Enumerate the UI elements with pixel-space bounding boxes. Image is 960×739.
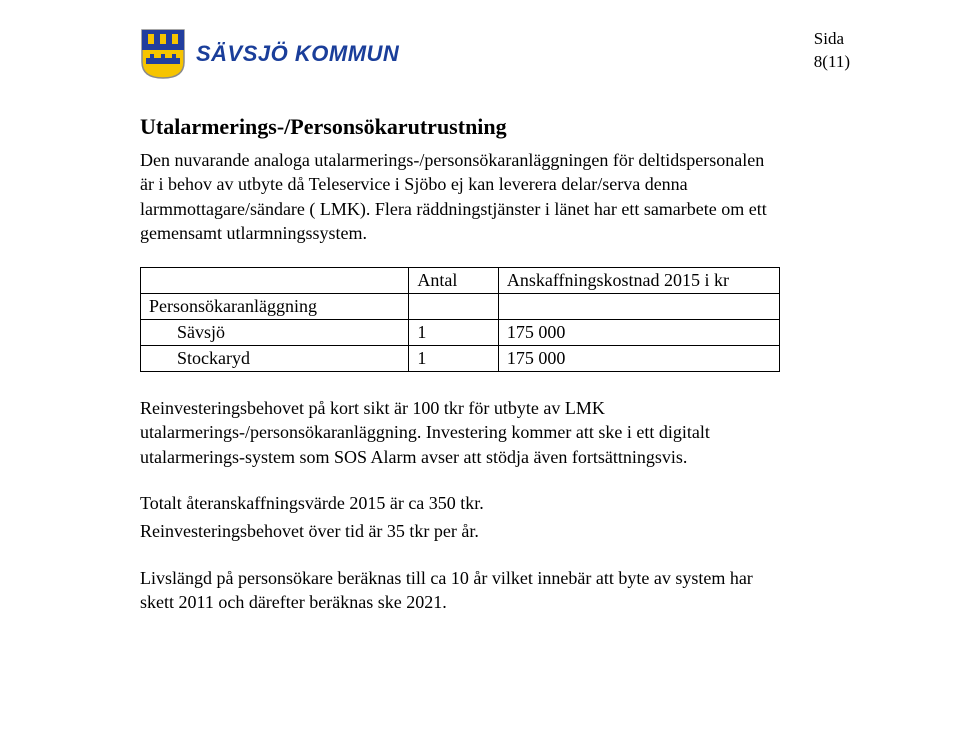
municipal-crest-icon — [140, 28, 186, 80]
logo-text: SÄVSJÖ KOMMUN — [196, 41, 399, 67]
table-row-antal: 1 — [409, 320, 498, 346]
table-row: Stockaryd 1 175 000 — [141, 346, 780, 372]
table-row: Sävsjö 1 175 000 — [141, 320, 780, 346]
cost-table: Antal Anskaffningskostnad 2015 i kr Pers… — [140, 267, 780, 372]
table-group-label: Personsökaranläggning — [141, 294, 409, 320]
section-title: Utalarmerings-/Personsökarutrustning — [140, 114, 780, 140]
table-cell — [409, 294, 498, 320]
page-number: Sida 8(11) — [814, 28, 850, 74]
page: SÄVSJÖ KOMMUN Sida 8(11) Utalarmerings-/… — [0, 0, 960, 676]
paragraph-total-b: Reinvesteringsbehovet över tid är 35 tkr… — [140, 519, 780, 543]
table-row-label: Stockaryd — [141, 346, 409, 372]
table-header-blank — [141, 268, 409, 294]
paragraph-lifespan: Livslängd på personsökare beräknas till … — [140, 566, 780, 615]
table-row-cost: 175 000 — [498, 346, 779, 372]
logo: SÄVSJÖ KOMMUN — [140, 28, 399, 80]
page-label: Sida — [814, 28, 850, 51]
table-header-row: Antal Anskaffningskostnad 2015 i kr — [141, 268, 780, 294]
table-row-antal: 1 — [409, 346, 498, 372]
table-cell — [498, 294, 779, 320]
table-header-antal: Antal — [409, 268, 498, 294]
paragraph-reinvest: Reinvesteringsbehovet på kort sikt är 10… — [140, 396, 780, 469]
table-row-cost: 175 000 — [498, 320, 779, 346]
table-group-row: Personsökaranläggning — [141, 294, 780, 320]
paragraph-total-a: Totalt återanskaffningsvärde 2015 är ca … — [140, 491, 780, 515]
table-header-cost: Anskaffningskostnad 2015 i kr — [498, 268, 779, 294]
table-row-label: Sävsjö — [141, 320, 409, 346]
page-header: SÄVSJÖ KOMMUN Sida 8(11) — [140, 28, 850, 80]
page-value: 8(11) — [814, 51, 850, 74]
intro-paragraph: Den nuvarande analoga utalarmerings-/per… — [140, 148, 780, 245]
content: Utalarmerings-/Personsökarutrustning Den… — [140, 114, 780, 614]
